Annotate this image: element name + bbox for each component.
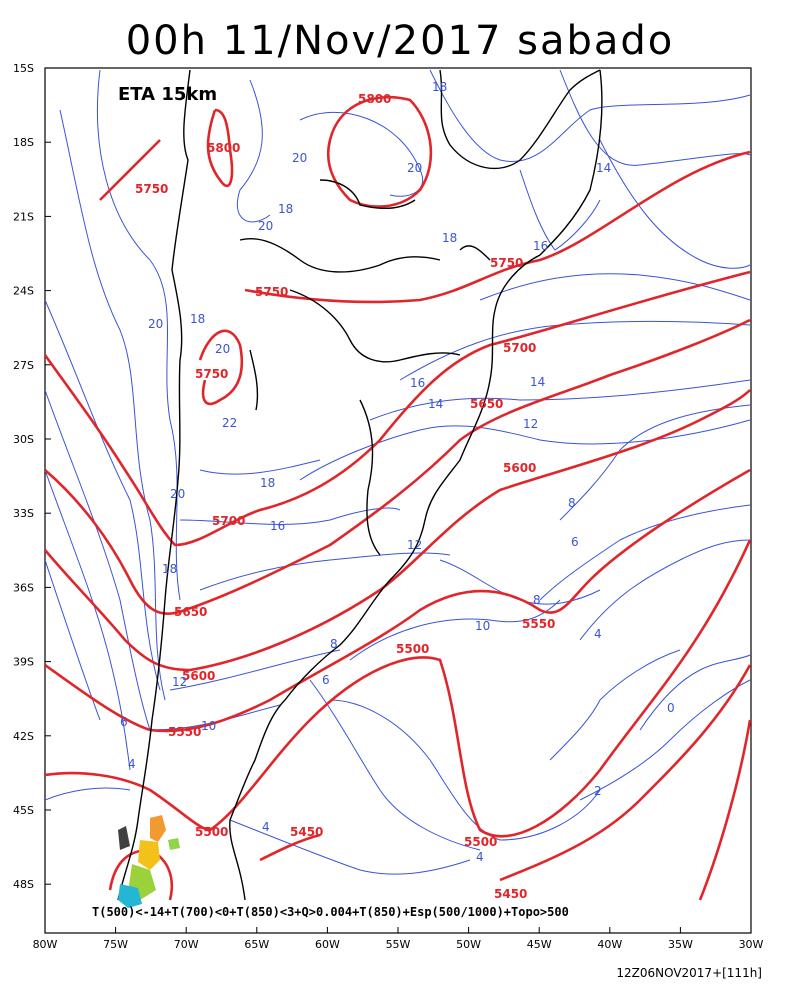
coastlines-borders (117, 69, 603, 901)
height-label: 5750 (255, 285, 288, 299)
thickness-label: 18 (432, 80, 447, 94)
height-label: 5450 (290, 825, 323, 839)
longitude-tick-label: 75W (103, 938, 128, 951)
latitude-tick-label: 48S (13, 878, 34, 891)
thickness-label: 18 (260, 476, 275, 490)
longitude-tick-label: 30W (739, 938, 764, 951)
latitude-tick-label: 15S (13, 62, 34, 75)
longitude-tick-label: 60W (315, 938, 340, 951)
thickness-label: 18 (442, 231, 457, 245)
height-label: 5450 (494, 887, 527, 901)
latitude-tick-label: 24S (13, 285, 34, 298)
thickness-label: 20 (148, 317, 163, 331)
height-label: 5750 (195, 367, 228, 381)
thickness-label: 16 (270, 519, 285, 533)
thickness-label: 14 (596, 161, 611, 175)
longitude-tick-label: 40W (597, 938, 622, 951)
latitude-tick-label: 18S (13, 136, 34, 149)
thickness-label: 20 (215, 342, 230, 356)
thickness-label: 4 (476, 850, 484, 864)
height-label: 5750 (135, 182, 168, 196)
map-frame (44, 67, 752, 934)
height-label: 5650 (470, 397, 503, 411)
thickness-label: 16 (533, 239, 548, 253)
height-label: 5650 (174, 605, 207, 619)
thickness-label: 20 (170, 487, 185, 501)
thickness-label: 6 (120, 715, 128, 729)
latitude-tick-label: 21S (13, 210, 34, 223)
height-label: 5700 (503, 341, 536, 355)
height-label: 5500 (464, 835, 497, 849)
height-label: 5500 (195, 825, 228, 839)
thickness-label: 8 (330, 637, 338, 651)
latitude-tick-label: 39S (13, 656, 34, 669)
height-label: 5550 (168, 725, 201, 739)
thickness-label: 2 (594, 784, 602, 798)
longitude-axis: 80W 75W 70W 65W 60W 55W 50W 45W 40W 35W 30W (33, 927, 764, 951)
latitude-tick-label: 27S (13, 359, 34, 372)
thickness-label: 18 (162, 562, 177, 576)
thickness-label: 20 (292, 151, 307, 165)
height-label: 5700 (212, 514, 245, 528)
height-label: 5600 (182, 669, 215, 683)
variable-legend: T(500)<-14+T(700)<0+T(850)<3+Q>0.004+T(8… (92, 905, 569, 919)
thickness-label: 20 (407, 161, 422, 175)
longitude-tick-label: 50W (456, 938, 481, 951)
thickness-label: 6 (322, 673, 330, 687)
thickness-label: 14 (428, 397, 443, 411)
thickness-contour-labels: 18 20 20 20 18 20 18 16 14 20 18 16 14 1… (120, 80, 675, 865)
thickness-label: 4 (262, 820, 270, 834)
longitude-tick-label: 55W (386, 938, 411, 951)
longitude-tick-label: 70W (174, 938, 199, 951)
thickness-label: 8 (568, 496, 576, 510)
height-label: 5750 (490, 256, 523, 270)
thickness-contours (45, 69, 751, 875)
thickness-label: 12 (523, 417, 538, 431)
height-contour-labels: 5800 5800 5750 5750 5750 5750 5700 5700 … (135, 92, 555, 901)
latitude-tick-label: 30S (13, 433, 34, 446)
thickness-label: 10 (201, 719, 216, 733)
thickness-label: 14 (530, 375, 545, 389)
thickness-label: 4 (128, 757, 136, 771)
page-title: 00h 11/Nov/2017 sabado (125, 18, 675, 64)
latitude-tick-label: 45S (13, 804, 34, 817)
height-label: 5550 (522, 617, 555, 631)
height-label: 5500 (396, 642, 429, 656)
thickness-label: 12 (172, 675, 187, 689)
longitude-tick-label: 65W (244, 938, 269, 951)
run-info: 12Z06NOV2017+[111h] (616, 966, 762, 980)
latitude-tick-label: 33S (13, 507, 34, 520)
model-label: ETA 15km (118, 84, 217, 105)
thickness-label: 20 (258, 219, 273, 233)
thickness-label: 12 (407, 538, 422, 552)
thickness-label: 6 (571, 535, 579, 549)
latitude-axis: 15S 18S 21S 24S 27S 30S 33S 36S 39S 42S 45S 48S (13, 62, 51, 891)
height-label: 5600 (503, 461, 536, 475)
thickness-label: 22 (222, 416, 237, 430)
longitude-tick-label: 80W (33, 938, 58, 951)
thickness-label: 4 (594, 627, 602, 641)
height-label: 5800 (358, 92, 391, 106)
thickness-label: 18 (190, 312, 205, 326)
thickness-label: 10 (475, 619, 490, 633)
thickness-label: 18 (278, 202, 293, 216)
shaded-precipitation-patches (118, 815, 180, 908)
height-contours (45, 96, 751, 901)
longitude-tick-label: 35W (668, 938, 693, 951)
thickness-label: 16 (410, 376, 425, 390)
height-label: 5800 (207, 141, 240, 155)
latitude-tick-label: 36S (13, 581, 34, 594)
thickness-label: 0 (667, 701, 675, 715)
latitude-tick-label: 42S (13, 730, 34, 743)
longitude-tick-label: 45W (527, 938, 552, 951)
thickness-label: 8 (533, 593, 541, 607)
